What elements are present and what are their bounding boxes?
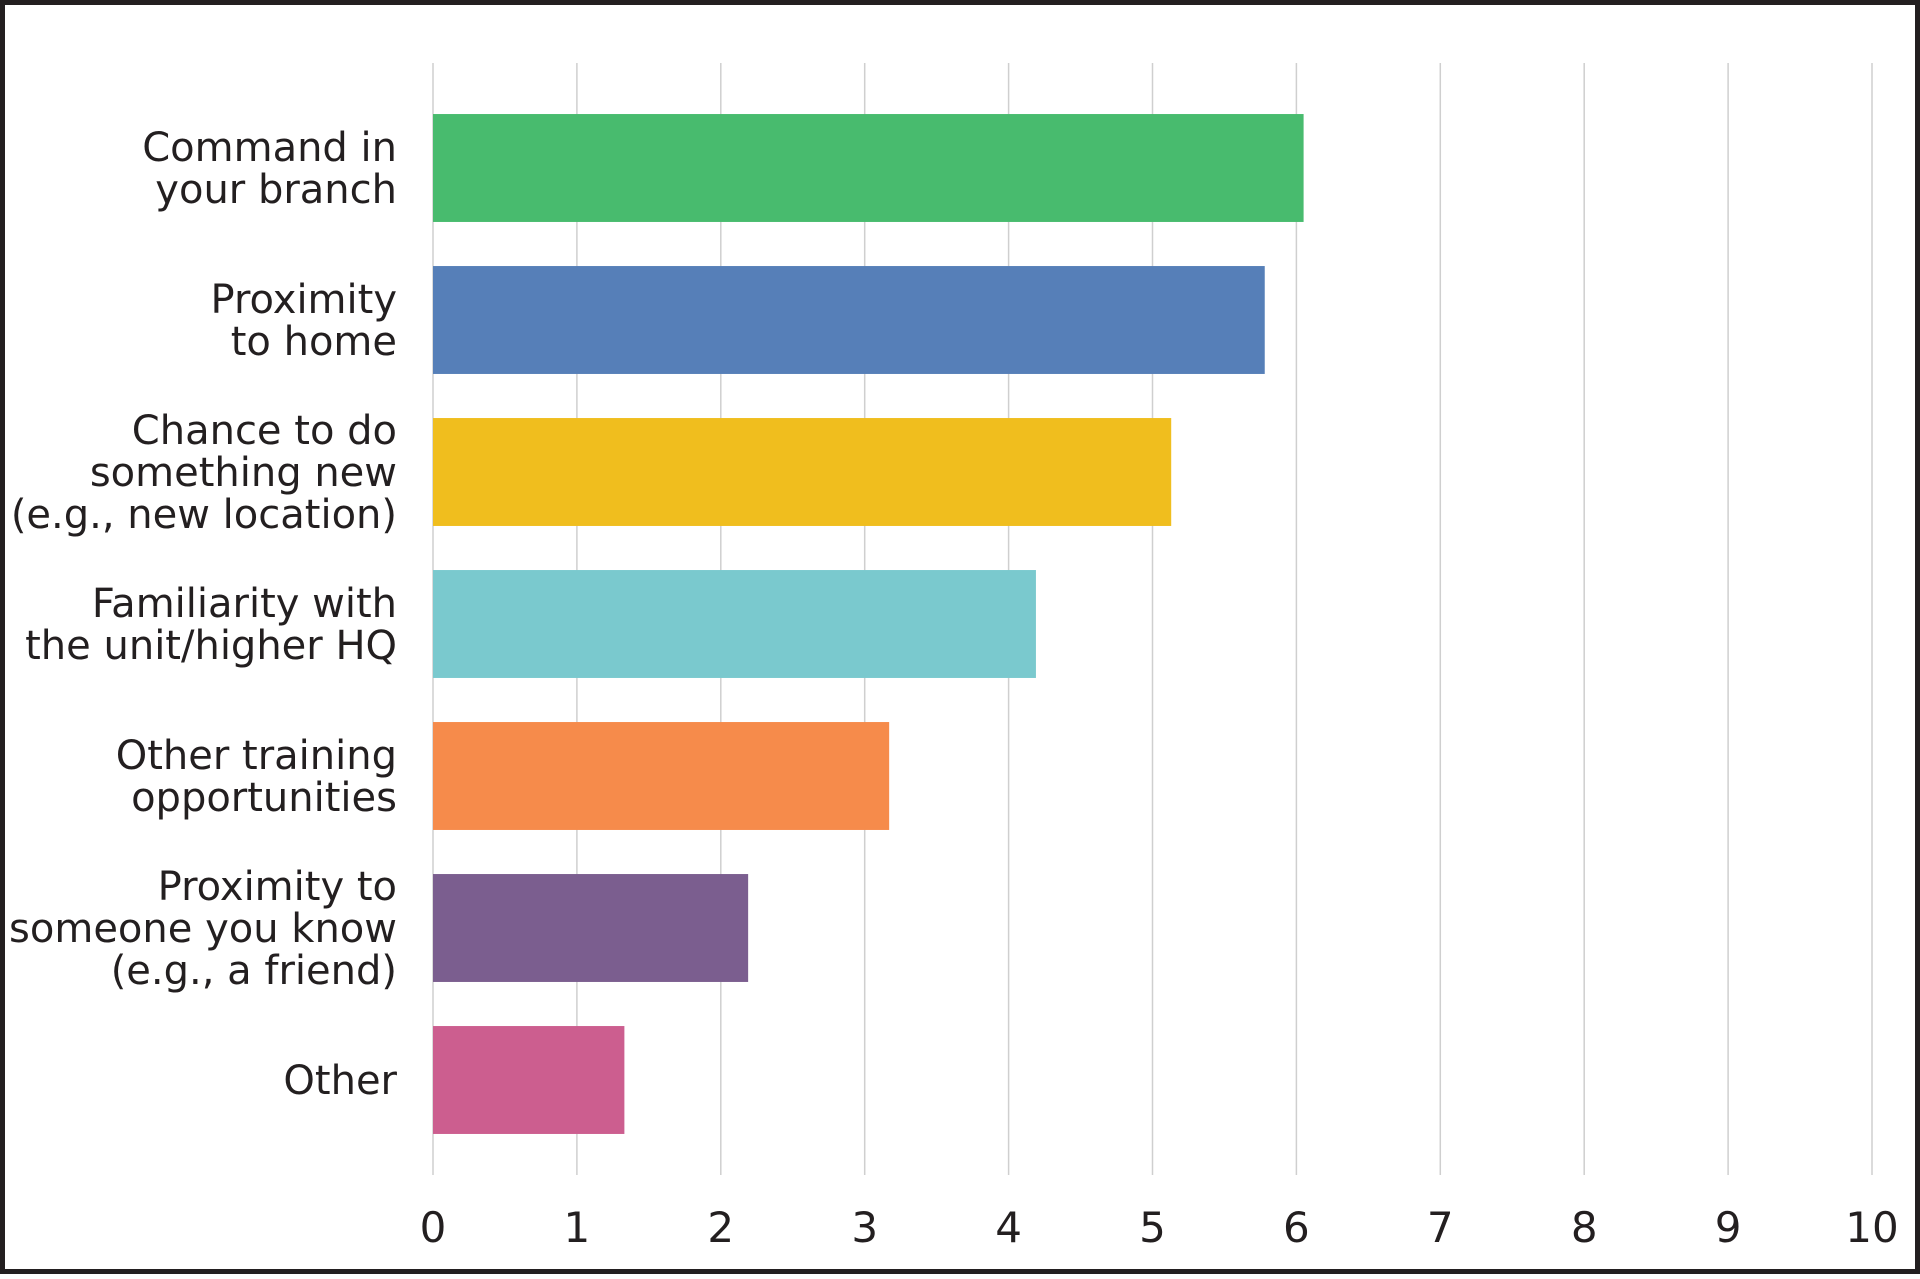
category-label: Familiarity with the unit/higher HQ (25, 581, 397, 669)
category-labels: Command in your branch Proximity to home Cha… (9, 125, 398, 1104)
x-tick-label: 5 (1139, 1203, 1166, 1252)
x-tick-label: 9 (1715, 1203, 1742, 1252)
bar (433, 418, 1172, 526)
category-label: Command in your branch (142, 125, 397, 213)
x-tick-label: 8 (1571, 1203, 1598, 1252)
bar (433, 1026, 625, 1134)
x-tick-label: 4 (995, 1203, 1022, 1252)
x-tick-label: 7 (1427, 1203, 1454, 1252)
category-label: Chance to do something new (e.g., new loca… (11, 408, 397, 538)
x-tick-label: 0 (420, 1203, 447, 1252)
bar (433, 114, 1304, 222)
category-label: Proximity to someone you know (e.g., a fri… (9, 864, 397, 994)
category-label: Proximity to home (211, 277, 397, 365)
bar (433, 722, 890, 830)
x-tick-label: 3 (851, 1203, 878, 1252)
x-tick-label: 2 (707, 1203, 734, 1252)
bars (433, 114, 1304, 1134)
bar (433, 874, 749, 982)
x-axis-tick-labels: 0 1 2 3 4 5 6 7 8 9 10 (420, 1203, 1899, 1252)
x-tick-label: 1 (564, 1203, 591, 1252)
x-tick-label: 6 (1283, 1203, 1310, 1252)
bar (433, 266, 1265, 374)
bar (433, 570, 1036, 678)
category-label: Other training opportunities (116, 733, 397, 821)
x-tick-label: 10 (1845, 1203, 1898, 1252)
horizontal-bar-chart: Command in your branch Proximity to home Cha… (9, 63, 1899, 1252)
category-label: Other (283, 1058, 397, 1104)
